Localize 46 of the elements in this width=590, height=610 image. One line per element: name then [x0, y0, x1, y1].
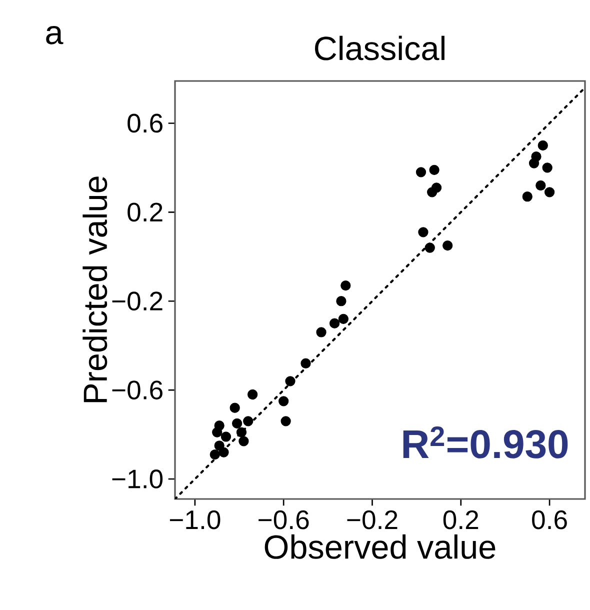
y-tick-label: −0.6	[112, 380, 162, 400]
point	[236, 427, 247, 438]
point	[280, 416, 291, 426]
point	[429, 164, 440, 175]
point	[243, 416, 254, 426]
x-tick-label: −0.6	[258, 510, 309, 530]
point	[542, 162, 552, 173]
point	[232, 418, 242, 428]
point	[538, 140, 548, 151]
point	[248, 389, 258, 400]
y-tick-label: −1.0	[112, 470, 163, 488]
point	[431, 182, 442, 193]
point	[230, 402, 240, 413]
x-tick-label: −0.2	[347, 510, 398, 530]
point	[528, 158, 540, 168]
point	[536, 180, 546, 191]
point	[278, 396, 289, 406]
point	[238, 436, 249, 446]
point	[424, 242, 435, 253]
y-tick-label: 0.6	[128, 114, 162, 133]
point	[336, 296, 346, 306]
point	[418, 227, 428, 238]
point	[210, 449, 220, 460]
point	[316, 327, 326, 338]
point	[442, 240, 453, 251]
point	[544, 187, 555, 198]
point	[300, 358, 311, 368]
point	[340, 280, 351, 291]
point	[285, 376, 296, 386]
point	[522, 192, 532, 202]
point	[220, 432, 232, 442]
y-axis-title: Predicted value	[82, 176, 108, 402]
point	[416, 167, 426, 178]
point	[212, 427, 222, 438]
point	[218, 447, 229, 458]
x-axis-title: Observed value	[264, 534, 496, 559]
chart-title: Classical	[315, 36, 444, 60]
point	[329, 318, 340, 328]
x-tick-label: 0.2	[443, 510, 478, 530]
y-tick-label: −0.2	[112, 292, 162, 311]
text: a	[46, 26, 64, 44]
x-tick-label: 0.6	[532, 510, 567, 530]
y-tick-label: 0.2	[128, 202, 162, 222]
point	[338, 314, 348, 324]
x-tick-label: −1.0	[170, 510, 220, 530]
text: R$^{2}$=0.930	[403, 426, 568, 458]
